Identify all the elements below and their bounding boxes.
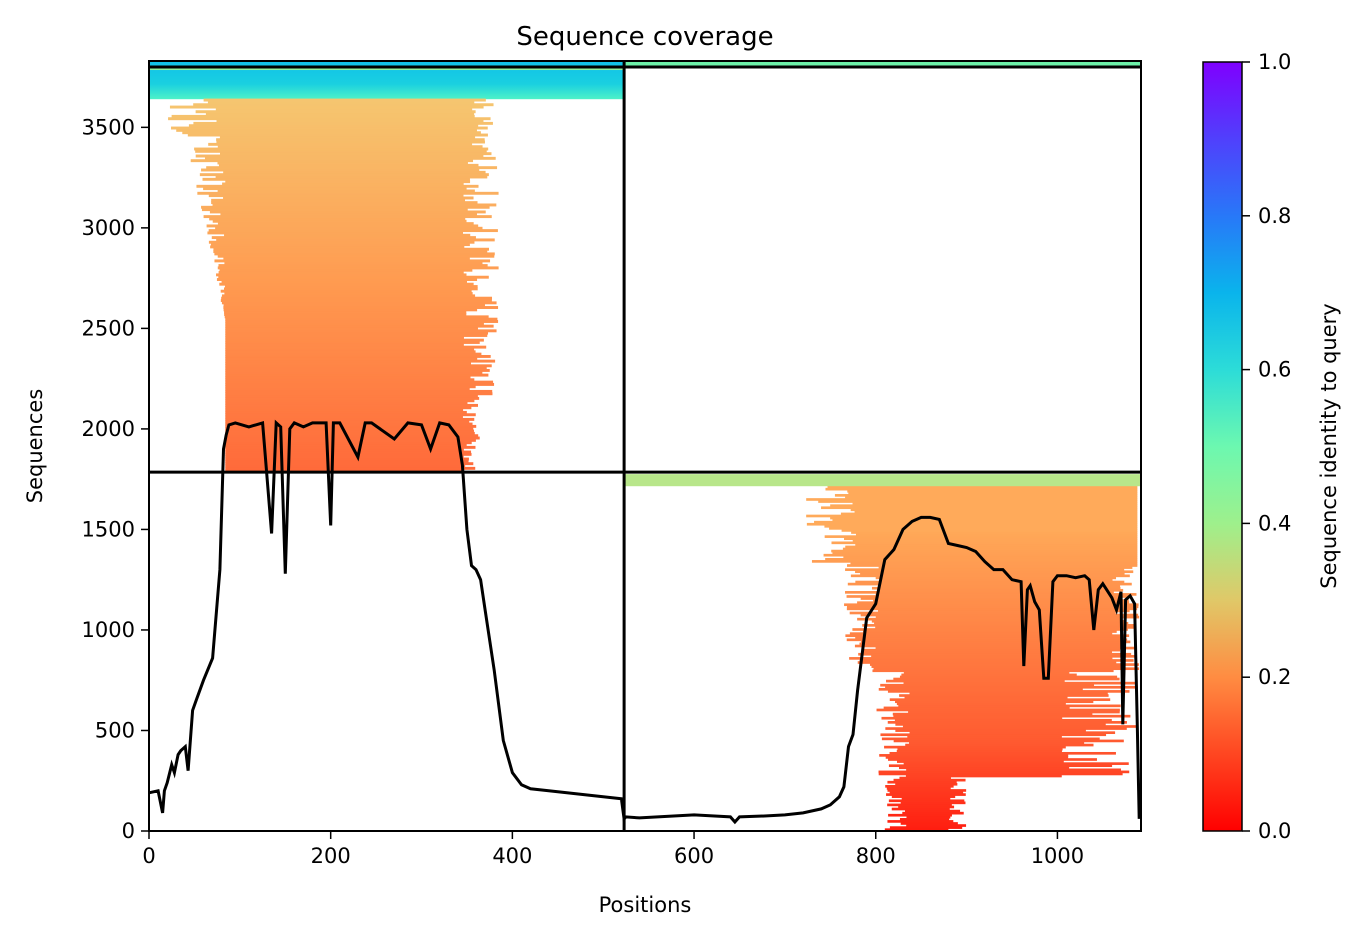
x-tick-label: 1000 [1031, 844, 1084, 868]
x-tick-label: 200 [311, 844, 351, 868]
colorbar-label: Sequence identity to query [1317, 303, 1341, 588]
y-axis-label: Sequences [23, 389, 47, 504]
y-axis-ticks: 0 500 1000 1500 2000 2500 3000 3500 [82, 115, 149, 843]
chart-title: Sequence coverage [516, 22, 773, 52]
colorbar-ticks: 0.0 0.2 0.4 0.6 0.8 1.0 [1242, 50, 1291, 843]
colorbar [1202, 61, 1243, 832]
colorbar-tick-label: 0.8 [1258, 204, 1291, 228]
heat-segment-2 [806, 479, 1140, 831]
colorbar-tick-label: 0.4 [1258, 511, 1291, 535]
heat-block-top-right [624, 61, 1141, 68]
colorbar-tick-label: 0.0 [1258, 819, 1291, 843]
heat-segment-1 [168, 98, 499, 473]
x-tick-label: 400 [492, 844, 532, 868]
colorbar-tick-label: 0.6 [1258, 358, 1291, 382]
y-tick-label: 1500 [82, 517, 135, 541]
y-tick-label: 1000 [82, 618, 135, 642]
colorbar-tick-label: 0.2 [1258, 665, 1291, 689]
segment-boundaries [149, 61, 1141, 831]
y-tick-label: 2500 [82, 316, 135, 340]
y-tick-label: 3000 [82, 216, 135, 240]
x-axis-label: Positions [599, 893, 692, 917]
plot-frame [148, 60, 1142, 832]
y-tick-label: 0 [122, 819, 135, 843]
y-tick-label: 3500 [82, 115, 135, 139]
heat-segment-2-top [624, 474, 1141, 487]
x-axis-ticks: 0 200 400 600 800 1000 [142, 831, 1084, 868]
y-tick-label: 2000 [82, 417, 135, 441]
x-tick-label: 0 [142, 844, 155, 868]
colorbar-tick-label: 1.0 [1258, 50, 1291, 74]
coverage-heatmap [149, 61, 1141, 831]
coverage-line [148, 419, 1141, 825]
y-tick-label: 500 [95, 718, 135, 742]
x-tick-label: 800 [856, 844, 896, 868]
x-tick-label: 600 [674, 844, 714, 868]
